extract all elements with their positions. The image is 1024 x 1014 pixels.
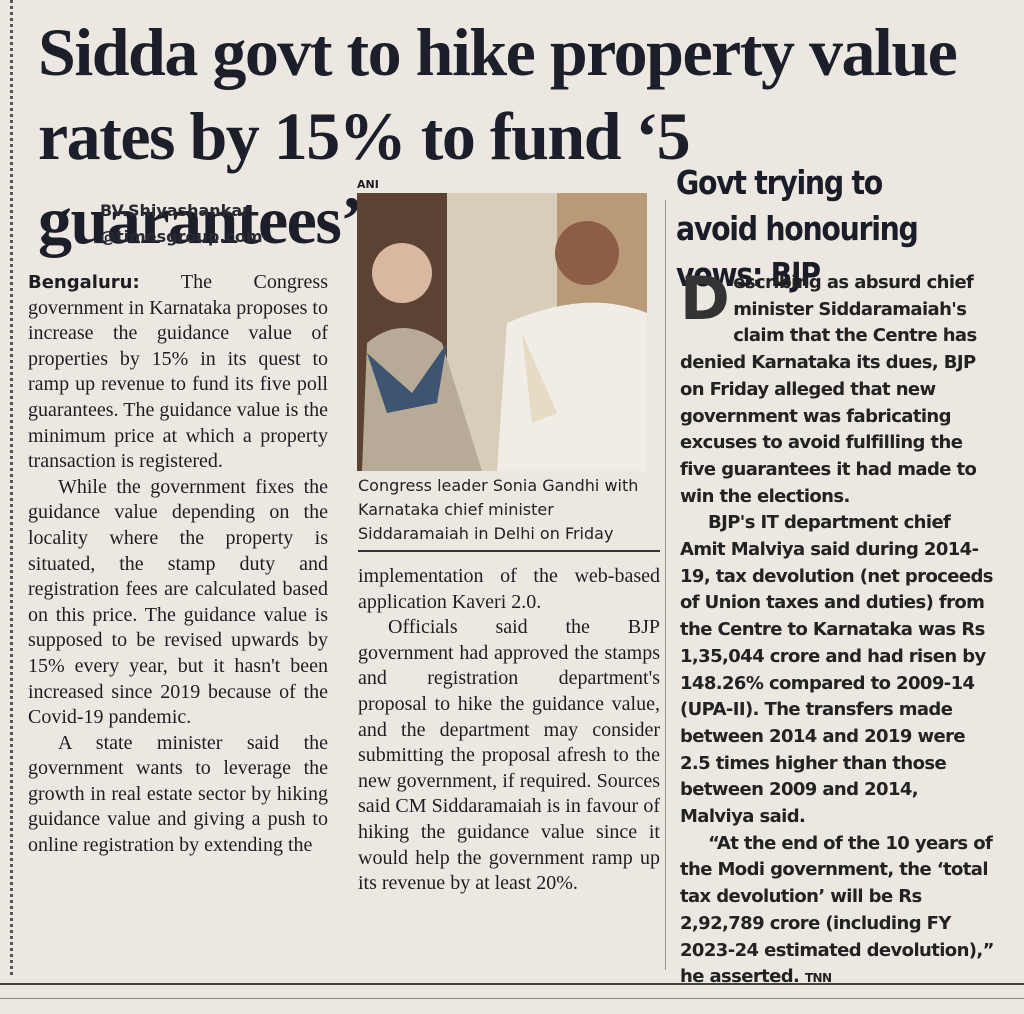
- sidebar-body: Describing as absurd chief minister Sidd…: [680, 264, 995, 992]
- dotted-border: [10, 0, 13, 975]
- column-1: Bengaluru: The Congress government in Ka…: [28, 270, 328, 859]
- photo-credit: ANI: [357, 178, 379, 191]
- paragraph: BJP's IT department chief Amit Malviya s…: [680, 512, 994, 828]
- headline: Sidda govt to hike property value rates …: [38, 14, 958, 258]
- paragraph-text: “At the end of the 10 years of the Modi …: [680, 832, 994, 988]
- paragraph: Describing as absurd chief minister Sidd…: [680, 264, 977, 507]
- rule: [0, 998, 1024, 999]
- column-2: implementation of the web-based applicat…: [358, 564, 660, 897]
- photo-caption: Congress leader Sonia Gandhi with Karnat…: [358, 476, 639, 543]
- paragraph-text: The Congress government in Karnataka pro…: [28, 271, 328, 473]
- sidebar-headline: Govt trying to avoid honouring vows: BJP: [676, 163, 919, 294]
- paragraph: While the government fixes the guidance …: [28, 475, 328, 729]
- rule: [0, 983, 1024, 985]
- caption-rule: [358, 550, 660, 552]
- dateline: Bengaluru:: [28, 272, 140, 293]
- paragraph: implementation of the web-based applicat…: [358, 565, 660, 613]
- paragraph: A state minister said the government wan…: [28, 731, 328, 857]
- agency: TNN: [804, 971, 832, 986]
- column-rule: [665, 200, 666, 970]
- photo: [357, 193, 647, 471]
- paragraph: Bengaluru: The Congress government in Ka…: [28, 270, 328, 475]
- author: BV.Shivashankar: [100, 201, 250, 220]
- byline: BV.Shivashankar @timesgroup.com: [100, 198, 263, 250]
- paragraph: “At the end of the 10 years of the Modi …: [680, 831, 995, 992]
- email: @timesgroup.com: [100, 227, 263, 246]
- paragraph: Officials said the BJP government had ap…: [358, 616, 660, 895]
